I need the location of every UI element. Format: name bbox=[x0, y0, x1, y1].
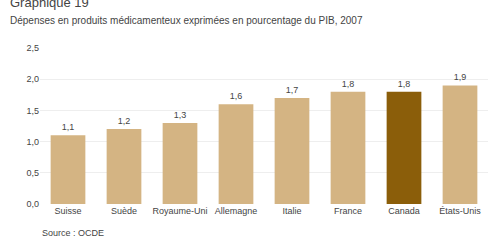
svg-text:0,5: 0,5 bbox=[26, 168, 39, 178]
svg-text:États-Unis: États-Unis bbox=[439, 206, 481, 216]
svg-text:Allemagne: Allemagne bbox=[215, 206, 258, 216]
svg-text:Canada: Canada bbox=[388, 206, 420, 216]
svg-text:Graphique 19Dépenses en produi: Graphique 19Dépenses en produits médicam… bbox=[10, 0, 363, 26]
svg-text:Royaume-Uni: Royaume-Uni bbox=[152, 206, 207, 216]
svg-text:1,1: 1,1 bbox=[62, 122, 75, 132]
svg-text:2,5: 2,5 bbox=[26, 43, 39, 53]
svg-text:1,6: 1,6 bbox=[230, 91, 243, 101]
svg-text:Source : OCDE: Source : OCDE bbox=[42, 228, 104, 238]
svg-text:1,0: 1,0 bbox=[26, 137, 39, 147]
svg-text:2,0: 2,0 bbox=[26, 74, 39, 84]
svg-text:Italie: Italie bbox=[282, 206, 301, 216]
svg-text:1,9: 1,9 bbox=[454, 72, 467, 82]
svg-text:1,3: 1,3 bbox=[174, 110, 187, 120]
svg-text:1,8: 1,8 bbox=[398, 79, 411, 89]
svg-text:France: France bbox=[334, 206, 362, 216]
svg-text:1,2: 1,2 bbox=[118, 116, 131, 126]
svg-text:0,0: 0,0 bbox=[26, 199, 39, 209]
svg-text:Suède: Suède bbox=[111, 206, 137, 216]
svg-text:1,7: 1,7 bbox=[286, 85, 299, 95]
svg-text:Suisse: Suisse bbox=[54, 206, 81, 216]
svg-text:1,8: 1,8 bbox=[342, 79, 355, 89]
svg-text:1,5: 1,5 bbox=[26, 106, 39, 116]
